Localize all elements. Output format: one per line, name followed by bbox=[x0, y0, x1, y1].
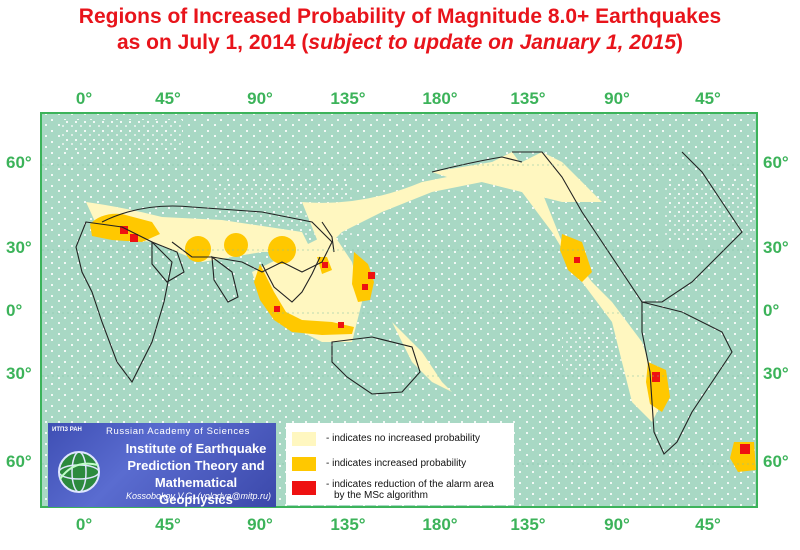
top-lon-label: 135° bbox=[330, 89, 366, 108]
right-lat-label: 0° bbox=[763, 301, 780, 320]
map-legend: - indicates no increased probability - i… bbox=[286, 423, 514, 505]
left-lat-label: 60° bbox=[6, 452, 32, 471]
increase-swatch bbox=[292, 457, 316, 471]
legend-label: - indicates reduction of the alarm area … bbox=[326, 479, 516, 501]
iran-zone bbox=[185, 236, 211, 262]
left-lat-label: 60° bbox=[6, 153, 32, 172]
philippine-zone bbox=[352, 252, 374, 302]
japan-arc bbox=[321, 221, 335, 253]
bottom-lon-label: 45° bbox=[155, 515, 181, 534]
top-lon-label: 45° bbox=[155, 89, 181, 108]
right-lat-label: 60° bbox=[763, 452, 789, 471]
bottom-lon-label: 135° bbox=[510, 515, 546, 534]
top-lon-label: 180° bbox=[422, 89, 458, 108]
left-lat-label: 0° bbox=[6, 301, 23, 320]
bottom-lon-label: 180° bbox=[422, 515, 458, 534]
bottom-lon-label: 90° bbox=[247, 515, 273, 534]
top-lon-label: 0° bbox=[75, 89, 93, 108]
author-credit: Kossobokov V.G. (volodya@mitp.ru) bbox=[126, 491, 272, 501]
msc-scotia bbox=[740, 444, 750, 454]
left-lat-label: 30° bbox=[6, 238, 32, 257]
mini-logo-text: ИТПЗ РАН bbox=[52, 427, 82, 433]
institute-line3: Mathematical Geophysics bbox=[154, 475, 238, 507]
central-asia-zone bbox=[224, 233, 248, 257]
institute-logo-panel: ИТПЗ РАН Russian Academy of Sciences Ins… bbox=[48, 423, 276, 507]
academy-name: Russian Academy of Sciences bbox=[106, 426, 250, 437]
reduction-swatch bbox=[292, 481, 316, 495]
left-lat-label: 30° bbox=[6, 364, 32, 383]
top-lon-label: 90° bbox=[604, 89, 630, 108]
institute-line1: Institute of Earthquake bbox=[125, 441, 267, 456]
legend-reduction-line1: - indicates reduction of the alarm area bbox=[326, 479, 494, 490]
globe-logo-icon bbox=[58, 451, 100, 493]
right-lat-label: 30° bbox=[763, 364, 789, 383]
top-lon-label: 135° bbox=[510, 89, 546, 108]
top-lon-label: 45° bbox=[695, 89, 721, 108]
bottom-lon-label: 90° bbox=[604, 515, 630, 534]
msc-philippines-b bbox=[362, 284, 368, 290]
arabia-coast bbox=[151, 241, 185, 283]
title-update-note: subject to update on January 1, 2015 bbox=[308, 31, 677, 54]
legend-reduction-line2: by the MSc algorithm bbox=[334, 490, 428, 501]
map-title-line2: as on July 1, 2014 (subject to update on… bbox=[0, 30, 800, 56]
msc-java bbox=[338, 322, 344, 328]
bottom-lon-label: 0° bbox=[75, 515, 93, 534]
top-lon-label: 90° bbox=[247, 89, 273, 108]
msc-philippines-a bbox=[368, 272, 375, 279]
bottom-lon-label: 135° bbox=[330, 515, 366, 534]
india-coast bbox=[211, 255, 239, 303]
australia-coast bbox=[331, 336, 421, 395]
msc-sumatra bbox=[274, 306, 280, 312]
institute-line2: Prediction Theory and bbox=[127, 458, 265, 473]
msc-taiwan bbox=[322, 262, 328, 268]
north-america-coast bbox=[512, 151, 743, 303]
right-lat-label: 30° bbox=[763, 238, 789, 257]
south-america-coast bbox=[641, 301, 733, 455]
msc-reduction-zones bbox=[120, 226, 750, 454]
se-asia-coast bbox=[261, 256, 321, 303]
bottom-lon-label: 45° bbox=[695, 515, 721, 534]
legend-label: - indicates no increased probability bbox=[326, 433, 480, 444]
msc-chile bbox=[652, 372, 660, 382]
no-increase-swatch bbox=[292, 432, 316, 446]
msc-turkey bbox=[130, 234, 138, 242]
legend-label: - indicates increased probability bbox=[326, 458, 467, 469]
map-title-line1: Regions of Increased Probability of Magn… bbox=[78, 5, 722, 28]
eurasia-coast bbox=[101, 205, 333, 273]
coastlines bbox=[75, 151, 743, 455]
title-close-paren: ) bbox=[676, 31, 684, 54]
msc-greece bbox=[120, 226, 128, 234]
sumatra-java-zone bbox=[254, 264, 354, 335]
kamchatka-arc bbox=[431, 156, 523, 173]
title-date-text: as on July 1, 2014 ( bbox=[116, 31, 309, 54]
right-lat-label: 60° bbox=[763, 153, 789, 172]
msc-japan bbox=[574, 257, 580, 263]
